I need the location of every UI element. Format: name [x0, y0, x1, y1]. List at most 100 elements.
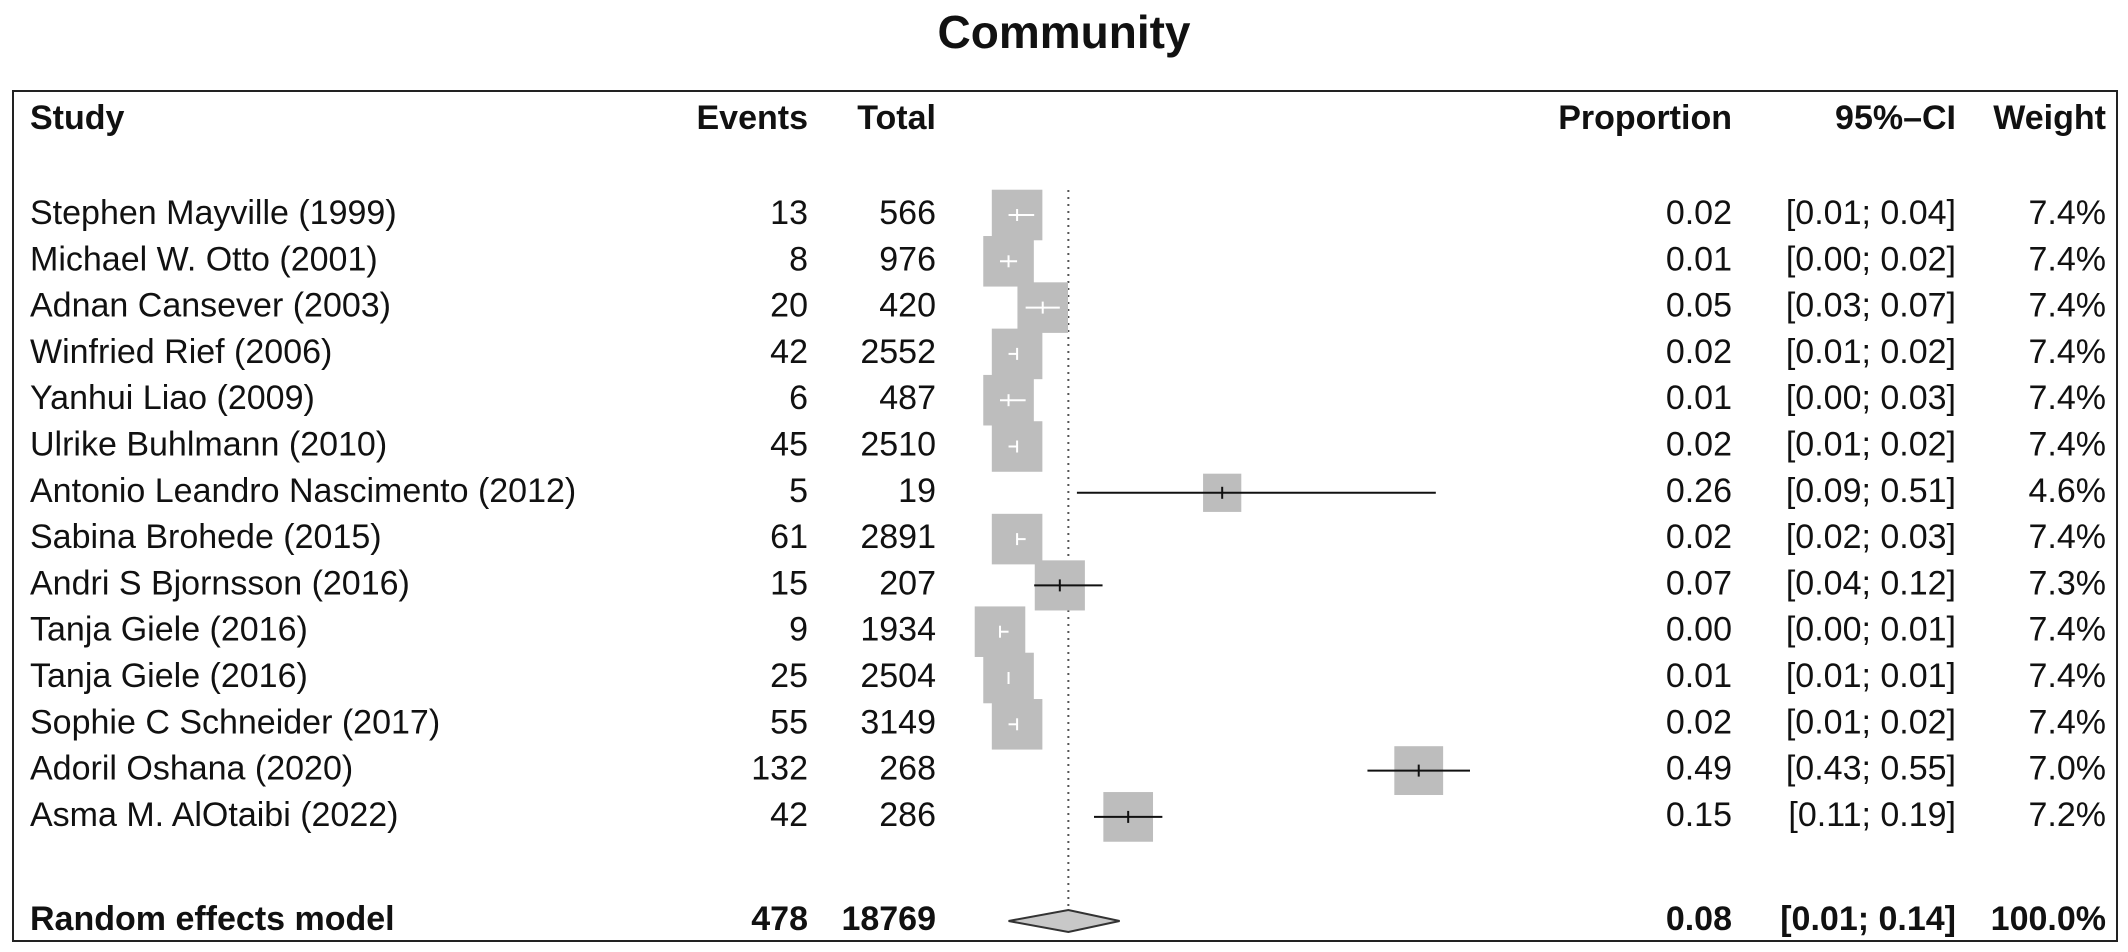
header-study: Study: [30, 99, 125, 137]
study-total: 487: [879, 379, 936, 417]
study-events: 15: [770, 564, 808, 602]
study-total: 19: [898, 472, 936, 510]
study-name: Andri S Bjornsson (2016): [30, 564, 410, 602]
study-total: 2510: [860, 425, 936, 463]
study-total: 420: [879, 287, 936, 325]
summary-events: 478: [751, 900, 808, 938]
study-total: 2552: [860, 333, 936, 371]
study-ci: [0.00; 0.03]: [1786, 379, 1956, 417]
summary-total: 18769: [841, 900, 936, 938]
study-weight: 7.4%: [2029, 518, 2107, 556]
study-proportion: 0.02: [1666, 194, 1732, 232]
study-events: 61: [770, 518, 808, 556]
header-weight: Weight: [1993, 99, 2106, 137]
summary-weight: 100.0%: [1991, 900, 2106, 938]
study-events: 9: [789, 611, 808, 649]
study-weight: 7.4%: [2029, 425, 2107, 463]
study-proportion: 0.01: [1666, 240, 1732, 278]
study-name: Sabina Brohede (2015): [30, 518, 382, 556]
study-weight: 7.0%: [2029, 750, 2107, 788]
study-weight: 7.3%: [2029, 564, 2107, 602]
study-name: Tanja Giele (2016): [30, 657, 308, 695]
study-ci: [0.00; 0.01]: [1786, 611, 1956, 649]
study-proportion: 0.02: [1666, 703, 1732, 741]
study-name: Sophie C Schneider (2017): [30, 703, 440, 741]
study-name: Stephen Mayville (1999): [30, 194, 397, 232]
study-ci: [0.43; 0.55]: [1786, 750, 1956, 788]
study-weight: 7.4%: [2029, 287, 2107, 325]
study-events: 20: [770, 287, 808, 325]
study-events: 132: [751, 750, 808, 788]
study-name: Antonio Leandro Nascimento (2012): [30, 472, 576, 510]
study-total: 2504: [860, 657, 936, 695]
chart-title: Community: [937, 6, 1191, 58]
study-name: Tanja Giele (2016): [30, 611, 308, 649]
study-total: 286: [879, 796, 936, 834]
study-proportion: 0.05: [1666, 287, 1732, 325]
summary-diamond: [1008, 908, 1120, 934]
study-events: 25: [770, 657, 808, 695]
study-ci: [0.01; 0.01]: [1786, 657, 1956, 695]
study-weight: 7.4%: [2029, 240, 2107, 278]
study-events: 5: [789, 472, 808, 510]
study-ci: [0.03; 0.07]: [1786, 287, 1956, 325]
study-weight: 7.4%: [2029, 611, 2107, 649]
summary-name: Random effects model: [30, 900, 395, 938]
study-events: 55: [770, 703, 808, 741]
study-name: Michael W. Otto (2001): [30, 240, 378, 278]
header-events: Events: [697, 99, 809, 137]
study-proportion: 0.01: [1666, 379, 1732, 417]
study-weight: 7.4%: [2029, 657, 2107, 695]
study-events: 8: [789, 240, 808, 278]
study-proportion: 0.02: [1666, 518, 1732, 556]
study-total: 566: [879, 194, 936, 232]
study-weight: 7.4%: [2029, 194, 2107, 232]
study-proportion: 0.00: [1666, 611, 1732, 649]
study-total: 3149: [860, 703, 936, 741]
study-ci: [0.11; 0.19]: [1788, 796, 1956, 834]
study-total: 976: [879, 240, 936, 278]
study-ci: [0.01; 0.02]: [1786, 425, 1956, 463]
study-total: 1934: [860, 611, 936, 649]
study-ci: [0.01; 0.02]: [1786, 333, 1956, 371]
study-ci: [0.00; 0.02]: [1786, 240, 1956, 278]
study-ci: [0.01; 0.04]: [1786, 194, 1956, 232]
study-proportion: 0.07: [1666, 564, 1732, 602]
study-events: 6: [789, 379, 808, 417]
study-name: Adoril Oshana (2020): [30, 750, 353, 788]
study-total: 268: [879, 750, 936, 788]
study-weight: 4.6%: [2029, 472, 2107, 510]
study-weight: 7.2%: [2029, 796, 2107, 834]
study-events: 42: [770, 333, 808, 371]
study-total: 207: [879, 564, 936, 602]
study-ci: [0.01; 0.02]: [1786, 703, 1956, 741]
study-events: 42: [770, 796, 808, 834]
study-proportion: 0.02: [1666, 425, 1732, 463]
study-name: Winfried Rief (2006): [30, 333, 332, 371]
study-name: Ulrike Buhlmann (2010): [30, 425, 387, 463]
study-ci: [0.02; 0.03]: [1786, 518, 1956, 556]
study-proportion: 0.02: [1666, 333, 1732, 371]
header-ci: 95%–CI: [1835, 99, 1956, 137]
study-proportion: 0.26: [1666, 472, 1732, 510]
study-name: Adnan Cansever (2003): [30, 287, 391, 325]
study-ci: [0.09; 0.51]: [1786, 472, 1956, 510]
study-weight: 7.4%: [2029, 333, 2107, 371]
study-name: Yanhui Liao (2009): [30, 379, 315, 417]
study-name: Asma M. AlOtaibi (2022): [30, 796, 398, 834]
study-weight: 7.4%: [2029, 703, 2107, 741]
summary-ci: [0.01; 0.14]: [1780, 900, 1956, 938]
plot-frame: [12, 90, 2118, 942]
study-events: 13: [770, 194, 808, 232]
study-events: 45: [770, 425, 808, 463]
study-ci: [0.04; 0.12]: [1786, 564, 1956, 602]
header-total: Total: [857, 99, 936, 137]
study-proportion: 0.15: [1666, 796, 1732, 834]
study-proportion: 0.01: [1666, 657, 1732, 695]
summary-proportion: 0.08: [1666, 900, 1732, 938]
study-weight: 7.4%: [2029, 379, 2107, 417]
study-total: 2891: [860, 518, 936, 556]
study-proportion: 0.49: [1666, 750, 1732, 788]
header-proportion: Proportion: [1558, 99, 1732, 137]
